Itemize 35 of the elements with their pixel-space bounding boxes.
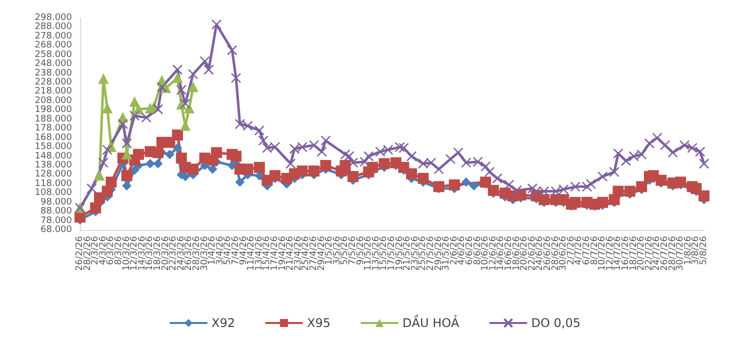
y-tick-label: 98.000 xyxy=(40,197,72,208)
y-tick-label: 118.000 xyxy=(34,178,72,189)
y-tick-label: 238.000 xyxy=(34,68,72,78)
y-tick-label: 258.000 xyxy=(34,50,72,60)
y-tick-label: 288.000 xyxy=(34,22,72,32)
point xyxy=(102,103,112,114)
y-tick-label: 68.000 xyxy=(40,225,72,235)
y-tick-label: 158.000 xyxy=(34,142,72,152)
y-tick-label: 198.000 xyxy=(34,105,72,116)
legend-label: X95 xyxy=(307,316,331,330)
y-tick-label: 298.000 xyxy=(34,13,72,23)
y-tick-label: 208.000 xyxy=(34,96,72,106)
y-tick-label: 88.000 xyxy=(40,206,72,217)
y-tick-label: 218.000 xyxy=(34,86,72,97)
y-tick-label: 168.000 xyxy=(34,132,72,143)
y-tick-label: 128.000 xyxy=(34,170,72,180)
legend-label: DẦU HOẢ xyxy=(402,314,460,330)
y-tick-label: 138.000 xyxy=(34,160,72,170)
y-tick-label: 248.000 xyxy=(34,59,72,70)
x-tick-label: 5/8/26 xyxy=(699,236,709,265)
point xyxy=(188,82,198,92)
y-tick-label: 268.000 xyxy=(34,40,72,51)
y-tick-label: 148.000 xyxy=(34,151,72,162)
legend-label: X92 xyxy=(212,316,236,330)
point xyxy=(130,96,140,107)
y-tick-label: 278.000 xyxy=(34,31,72,42)
y-tick-label: 228.000 xyxy=(34,78,72,88)
y-tick-label: 78.000 xyxy=(40,216,72,226)
point xyxy=(98,74,108,84)
y-tick-label: 188.000 xyxy=(34,114,72,124)
legend-label: DO 0,05 xyxy=(531,316,580,330)
point xyxy=(94,170,104,181)
y-tick-label: 178.000 xyxy=(34,124,72,134)
y-tick-label: 108.000 xyxy=(34,188,72,198)
point xyxy=(172,72,182,83)
